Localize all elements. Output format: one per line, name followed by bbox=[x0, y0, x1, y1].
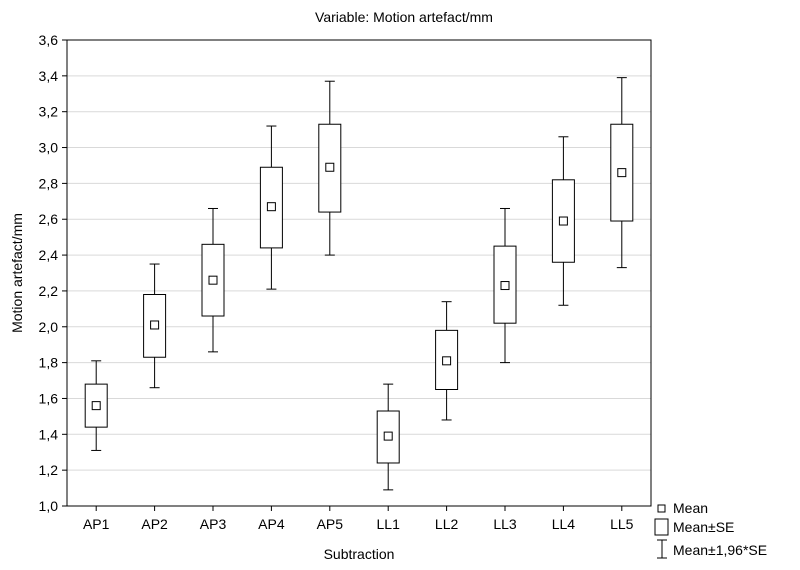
mean-marker bbox=[383, 431, 393, 441]
y-tick-label: 2,2 bbox=[39, 283, 59, 299]
legend-mean-label: Mean bbox=[673, 500, 708, 516]
x-tick-label: AP5 bbox=[317, 516, 344, 532]
legend-se-label: Mean±SE bbox=[673, 519, 734, 535]
mean-marker bbox=[500, 281, 510, 291]
y-tick-label: 1,2 bbox=[39, 462, 59, 478]
legend: Mean Mean±SE Mean±1,96*SE bbox=[654, 500, 767, 559]
mean-marker bbox=[208, 275, 218, 285]
y-tick-label: 3,6 bbox=[39, 32, 59, 48]
plot-frame bbox=[66, 39, 652, 507]
y-tick-label: 2,8 bbox=[39, 175, 59, 191]
y-tick-label: 2,6 bbox=[39, 211, 59, 227]
y-tick-label: 1,8 bbox=[39, 355, 59, 371]
x-tick-label: LL1 bbox=[377, 516, 401, 532]
y-tick-label: 1,0 bbox=[39, 498, 59, 514]
y-tick-label: 3,4 bbox=[39, 68, 59, 84]
legend-item-mean: Mean bbox=[657, 500, 708, 516]
x-tick-label: LL4 bbox=[552, 516, 576, 532]
x-tick-label: LL3 bbox=[493, 516, 517, 532]
mean-marker bbox=[91, 401, 101, 411]
y-axis-label: Motion artefact/mm bbox=[9, 213, 25, 333]
chart-title: Variable: Motion artefact/mm bbox=[315, 9, 493, 25]
y-tick-label: 3,2 bbox=[39, 104, 59, 120]
box-ap2 bbox=[143, 263, 167, 389]
mean-marker bbox=[150, 320, 160, 330]
box-ap5 bbox=[318, 80, 342, 256]
x-axis-label: Subtraction bbox=[324, 546, 395, 562]
legend-ci-label: Mean±1,96*SE bbox=[673, 542, 767, 558]
box-ll2 bbox=[435, 301, 459, 421]
y-tick-label: 1,6 bbox=[39, 390, 59, 406]
x-axis-ticks: AP1 AP2 AP3 AP4 AP5 LL1 LL2 LL3 LL4 LL5 bbox=[83, 506, 634, 532]
grid-lines bbox=[67, 75, 651, 471]
legend-ci-marker bbox=[657, 539, 667, 559]
box-ll1 bbox=[376, 383, 400, 491]
box-ll4 bbox=[551, 136, 575, 306]
legend-item-se: Mean±SE bbox=[654, 518, 734, 536]
x-tick-label: AP3 bbox=[200, 516, 227, 532]
x-tick-label: LL5 bbox=[610, 516, 634, 532]
x-tick-label: AP2 bbox=[141, 516, 168, 532]
mean-marker bbox=[617, 168, 627, 178]
y-tick-label: 3,0 bbox=[39, 140, 59, 156]
mean-marker bbox=[325, 162, 335, 172]
y-tick-label: 2,0 bbox=[39, 319, 59, 335]
box-ap1 bbox=[84, 360, 108, 451]
legend-se-marker bbox=[654, 518, 669, 536]
legend-mean-marker bbox=[657, 504, 666, 513]
box-ll5 bbox=[610, 77, 634, 269]
x-tick-label: AP4 bbox=[258, 516, 285, 532]
y-tick-label: 1,4 bbox=[39, 426, 59, 442]
mean-marker bbox=[442, 356, 452, 366]
box-ll3 bbox=[493, 207, 517, 364]
x-tick-label: AP1 bbox=[83, 516, 110, 532]
y-tick-label: 2,4 bbox=[39, 247, 59, 263]
mean-marker bbox=[558, 216, 568, 226]
box-ap4 bbox=[259, 125, 283, 290]
y-axis-ticks: 1,0 1,2 1,4 1,6 1,8 2,0 2,2 2,4 2,6 2,8 3,0 3,2 3,4 3… bbox=[39, 32, 67, 514]
box-ap3 bbox=[201, 207, 225, 353]
mean-marker bbox=[266, 202, 276, 212]
box-series bbox=[84, 77, 634, 491]
legend-item-ci: Mean±1,96*SE bbox=[657, 539, 767, 559]
x-tick-label: LL2 bbox=[435, 516, 459, 532]
